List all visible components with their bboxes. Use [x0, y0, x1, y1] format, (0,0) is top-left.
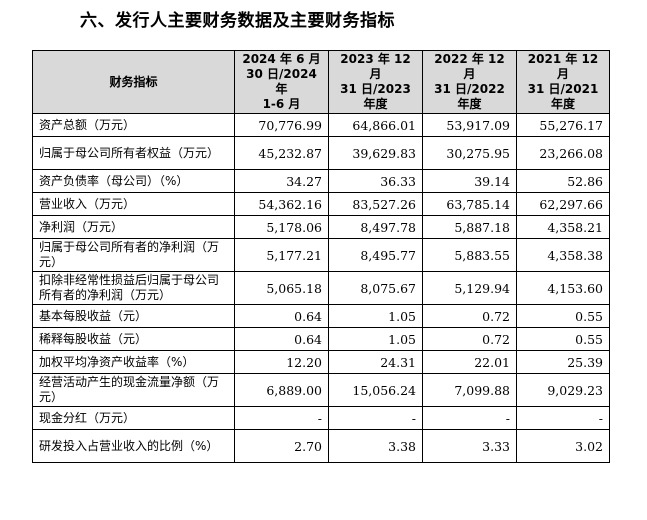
- cell-2022: 0.72: [422, 327, 517, 351]
- cell-2022: 53,917.09: [422, 113, 517, 137]
- cell-2022: 3.33: [422, 429, 517, 463]
- table-row: 资产总额（万元） 70,776.99 64,866.01 53,917.09 55,27…: [32, 113, 610, 137]
- table-row: 稀释每股收益（元） 0.64 1.05 0.72 0.55: [32, 327, 610, 351]
- row-label: 现金分红（万元）: [32, 406, 235, 430]
- cell-2022: 0.72: [422, 304, 517, 328]
- table-row: 研发投入占营业收入的比例（%） 2.70 3.38 3.33 3.02: [32, 429, 610, 463]
- cell-2021: 62,297.66: [516, 192, 610, 216]
- cell-2024h1: 34.27: [234, 169, 329, 193]
- row-label: 归属于母公司所有者的净利润（万元）: [32, 238, 235, 272]
- cell-2022: 5,887.18: [422, 215, 517, 239]
- cell-2023: 15,056.24: [328, 373, 423, 407]
- row-label: 扣除非经常性损益后归属于母公司所有者的净利润（万元）: [32, 271, 235, 305]
- table-row: 资产负债率（母公司）（%） 34.27 36.33 39.14 52.86: [32, 169, 610, 193]
- cell-2022: 39.14: [422, 169, 517, 193]
- cell-2022: -: [422, 406, 517, 430]
- row-label: 资产总额（万元）: [32, 113, 235, 137]
- column-header-2022: 2022 年 12 月 31 日/2022 年度: [422, 50, 517, 114]
- cell-2023: 24.31: [328, 350, 423, 374]
- column-header-2021: 2021 年 12 月 31 日/2021 年度: [516, 50, 610, 114]
- cell-2021: 4,358.21: [516, 215, 610, 239]
- cell-2022: 63,785.14: [422, 192, 517, 216]
- cell-2024h1: 5,177.21: [234, 238, 329, 272]
- cell-2023: 1.05: [328, 327, 423, 351]
- table-row: 营业收入（万元） 54,362.16 83,527.26 63,785.14 62,29…: [32, 192, 610, 216]
- section-heading: 六、发行人主要财务数据及主要财务指标: [80, 11, 395, 31]
- cell-2023: 1.05: [328, 304, 423, 328]
- column-header-2023: 2023 年 12 月 31 日/2023 年度: [328, 50, 423, 114]
- cell-2024h1: 2.70: [234, 429, 329, 463]
- cell-2023: 3.38: [328, 429, 423, 463]
- table-row: 净利润（万元） 5,178.06 8,497.78 5,887.18 4,358.21: [32, 215, 610, 239]
- row-label: 归属于母公司所有者权益（万元）: [32, 136, 235, 170]
- row-label: 稀释每股收益（元）: [32, 327, 235, 351]
- cell-2022: 5,883.55: [422, 238, 517, 272]
- row-label: 加权平均净资产收益率（%）: [32, 350, 235, 374]
- cell-2021: 25.39: [516, 350, 610, 374]
- table-row: 扣除非经常性损益后归属于母公司所有者的净利润（万元） 5,065.18 8,075.…: [32, 271, 610, 305]
- cell-2022: 22.01: [422, 350, 517, 374]
- cell-2021: -: [516, 406, 610, 430]
- column-header-2024h1: 2024 年 6 月 30 日/2024 年 1-6 月: [234, 50, 329, 114]
- row-label: 资产负债率（母公司）（%）: [32, 169, 235, 193]
- cell-2023: 8,075.67: [328, 271, 423, 305]
- row-label: 营业收入（万元）: [32, 192, 235, 216]
- cell-2024h1: 0.64: [234, 327, 329, 351]
- cell-2021: 4,153.60: [516, 271, 610, 305]
- cell-2024h1: 54,362.16: [234, 192, 329, 216]
- financial-indicators-table: 财务指标 2024 年 6 月 30 日/2024 年 1-6 月 2023 年…: [32, 50, 610, 463]
- cell-2021: 3.02: [516, 429, 610, 463]
- cell-2024h1: -: [234, 406, 329, 430]
- table-row: 加权平均净资产收益率（%） 12.20 24.31 22.01 25.39: [32, 350, 610, 374]
- table-row: 归属于母公司所有者的净利润（万元） 5,177.21 8,495.77 5,883.5…: [32, 238, 610, 272]
- cell-2022: 7,099.88: [422, 373, 517, 407]
- cell-2023: 8,495.77: [328, 238, 423, 272]
- cell-2021: 23,266.08: [516, 136, 610, 170]
- cell-2023: 8,497.78: [328, 215, 423, 239]
- cell-2022: 30,275.95: [422, 136, 517, 170]
- row-label: 研发投入占营业收入的比例（%）: [32, 429, 235, 463]
- cell-2021: 4,358.38: [516, 238, 610, 272]
- cell-2024h1: 70,776.99: [234, 113, 329, 137]
- cell-2022: 5,129.94: [422, 271, 517, 305]
- table-row: 基本每股收益（元） 0.64 1.05 0.72 0.55: [32, 304, 610, 328]
- row-label: 经营活动产生的现金流量净额（万元）: [32, 373, 235, 407]
- cell-2021: 9,029.23: [516, 373, 610, 407]
- cell-2023: 36.33: [328, 169, 423, 193]
- column-header-indicator: 财务指标: [32, 50, 235, 114]
- table-row: 现金分红（万元） - - - -: [32, 406, 610, 430]
- cell-2021: 0.55: [516, 327, 610, 351]
- table-header-row: 财务指标 2024 年 6 月 30 日/2024 年 1-6 月 2023 年…: [32, 50, 610, 114]
- cell-2023: 64,866.01: [328, 113, 423, 137]
- row-label: 净利润（万元）: [32, 215, 235, 239]
- cell-2024h1: 45,232.87: [234, 136, 329, 170]
- table-row: 归属于母公司所有者权益（万元） 45,232.87 39,629.83 30,275.…: [32, 136, 610, 170]
- cell-2024h1: 5,178.06: [234, 215, 329, 239]
- table-row: 经营活动产生的现金流量净额（万元） 6,889.00 15,056.24 7,099.…: [32, 373, 610, 407]
- cell-2024h1: 5,065.18: [234, 271, 329, 305]
- cell-2024h1: 0.64: [234, 304, 329, 328]
- cell-2023: 39,629.83: [328, 136, 423, 170]
- cell-2021: 55,276.17: [516, 113, 610, 137]
- cell-2021: 0.55: [516, 304, 610, 328]
- cell-2024h1: 6,889.00: [234, 373, 329, 407]
- cell-2023: 83,527.26: [328, 192, 423, 216]
- row-label: 基本每股收益（元）: [32, 304, 235, 328]
- cell-2023: -: [328, 406, 423, 430]
- cell-2021: 52.86: [516, 169, 610, 193]
- cell-2024h1: 12.20: [234, 350, 329, 374]
